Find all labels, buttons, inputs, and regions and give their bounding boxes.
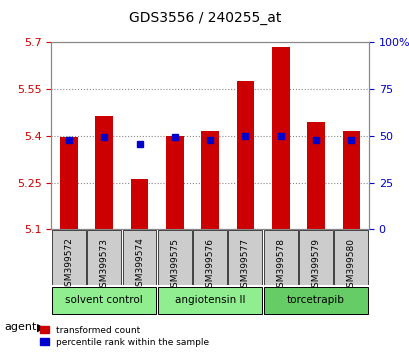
FancyBboxPatch shape bbox=[263, 230, 297, 285]
FancyBboxPatch shape bbox=[87, 230, 121, 285]
FancyBboxPatch shape bbox=[263, 287, 367, 314]
Bar bbox=[95, 116, 113, 229]
Text: GSM399576: GSM399576 bbox=[205, 238, 214, 292]
Bar bbox=[306, 122, 324, 229]
Bar bbox=[130, 179, 148, 229]
Text: ▶: ▶ bbox=[37, 322, 45, 332]
Text: GSM399578: GSM399578 bbox=[276, 238, 285, 292]
FancyBboxPatch shape bbox=[193, 230, 227, 285]
Bar bbox=[60, 137, 78, 229]
FancyBboxPatch shape bbox=[157, 230, 191, 285]
Text: GSM399572: GSM399572 bbox=[64, 238, 73, 292]
Text: GDS3556 / 240255_at: GDS3556 / 240255_at bbox=[128, 11, 281, 25]
Bar bbox=[271, 47, 289, 229]
Text: solvent control: solvent control bbox=[65, 295, 143, 305]
FancyBboxPatch shape bbox=[334, 230, 367, 285]
FancyBboxPatch shape bbox=[52, 287, 156, 314]
Text: GSM399573: GSM399573 bbox=[99, 238, 108, 292]
Legend: transformed count, percentile rank within the sample: transformed count, percentile rank withi… bbox=[37, 323, 211, 349]
Text: GSM399574: GSM399574 bbox=[135, 238, 144, 292]
Bar bbox=[236, 81, 254, 229]
Bar bbox=[201, 131, 218, 229]
FancyBboxPatch shape bbox=[52, 230, 85, 285]
FancyBboxPatch shape bbox=[157, 287, 262, 314]
Text: GSM399579: GSM399579 bbox=[311, 238, 320, 292]
Text: torcetrapib: torcetrapib bbox=[286, 295, 344, 305]
Text: GSM399577: GSM399577 bbox=[240, 238, 249, 292]
Text: GSM399575: GSM399575 bbox=[170, 238, 179, 292]
Text: angiotensin II: angiotensin II bbox=[175, 295, 245, 305]
FancyBboxPatch shape bbox=[298, 230, 332, 285]
FancyBboxPatch shape bbox=[122, 230, 156, 285]
FancyBboxPatch shape bbox=[228, 230, 262, 285]
Text: GSM399580: GSM399580 bbox=[346, 238, 355, 292]
Bar bbox=[166, 136, 183, 229]
Text: agent: agent bbox=[4, 322, 36, 332]
Bar bbox=[342, 131, 359, 229]
